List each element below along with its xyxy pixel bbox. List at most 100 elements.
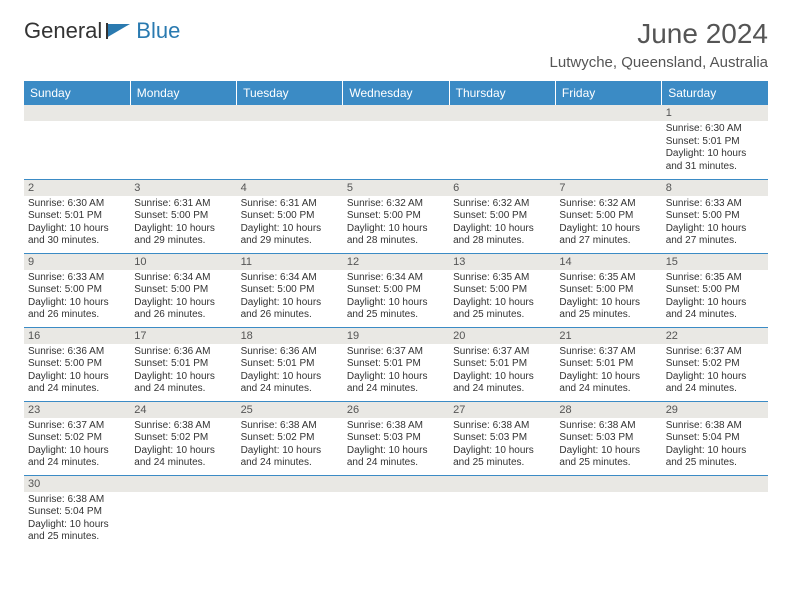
day-number: . — [237, 476, 343, 492]
sunrise-text: Sunrise: 6:37 AM — [666, 346, 764, 359]
location-label: Lutwyche, Queensland, Australia — [550, 54, 768, 71]
day-number: 16 — [24, 328, 130, 344]
daylight-text: Daylight: 10 hours and 25 minutes. — [559, 297, 657, 322]
day-number: 15 — [662, 254, 768, 270]
day-number: 18 — [237, 328, 343, 344]
daylight-text: Daylight: 10 hours and 24 minutes. — [134, 445, 232, 470]
daylight-text: Daylight: 10 hours and 27 minutes. — [666, 223, 764, 248]
day-details: Sunrise: 6:37 AMSunset: 5:01 PMDaylight:… — [555, 344, 661, 400]
sunset-text: Sunset: 5:01 PM — [28, 210, 126, 223]
sunrise-text: Sunrise: 6:33 AM — [666, 198, 764, 211]
sunrise-text: Sunrise: 6:38 AM — [453, 420, 551, 433]
day-number: 27 — [449, 402, 555, 418]
sunrise-text: Sunrise: 6:34 AM — [241, 272, 339, 285]
calendar-cell: 19Sunrise: 6:37 AMSunset: 5:01 PMDayligh… — [343, 327, 449, 401]
day-number: . — [343, 476, 449, 492]
month-title: June 2024 — [550, 18, 768, 50]
sunset-text: Sunset: 5:00 PM — [559, 284, 657, 297]
day-number: 28 — [555, 402, 661, 418]
sunrise-text: Sunrise: 6:34 AM — [134, 272, 232, 285]
calendar-cell: . — [24, 105, 130, 179]
logo-flag-icon — [104, 18, 134, 44]
day-details: Sunrise: 6:38 AMSunset: 5:03 PMDaylight:… — [555, 418, 661, 474]
day-number: 29 — [662, 402, 768, 418]
title-block: June 2024 Lutwyche, Queensland, Australi… — [550, 18, 768, 71]
day-number: 14 — [555, 254, 661, 270]
sunset-text: Sunset: 5:00 PM — [28, 358, 126, 371]
calendar-cell: . — [130, 105, 236, 179]
sunset-text: Sunset: 5:02 PM — [241, 432, 339, 445]
daylight-text: Daylight: 10 hours and 25 minutes. — [666, 445, 764, 470]
sunrise-text: Sunrise: 6:33 AM — [28, 272, 126, 285]
logo-text-1: General — [24, 18, 102, 44]
calendar-cell: 2Sunrise: 6:30 AMSunset: 5:01 PMDaylight… — [24, 179, 130, 253]
daylight-text: Daylight: 10 hours and 25 minutes. — [28, 519, 126, 544]
daylight-text: Daylight: 10 hours and 25 minutes. — [559, 445, 657, 470]
calendar-cell: . — [449, 105, 555, 179]
daylight-text: Daylight: 10 hours and 24 minutes. — [347, 445, 445, 470]
sunset-text: Sunset: 5:00 PM — [134, 284, 232, 297]
sunrise-text: Sunrise: 6:37 AM — [28, 420, 126, 433]
calendar-body: ......1Sunrise: 6:30 AMSunset: 5:01 PMDa… — [24, 105, 768, 549]
day-number: 3 — [130, 180, 236, 196]
sunset-text: Sunset: 5:02 PM — [28, 432, 126, 445]
day-number: 23 — [24, 402, 130, 418]
logo: General Blue — [24, 18, 180, 44]
sunrise-text: Sunrise: 6:35 AM — [453, 272, 551, 285]
sunset-text: Sunset: 5:01 PM — [666, 136, 764, 149]
calendar-cell: 24Sunrise: 6:38 AMSunset: 5:02 PMDayligh… — [130, 401, 236, 475]
day-number: 1 — [662, 105, 768, 121]
daylight-text: Daylight: 10 hours and 31 minutes. — [666, 148, 764, 173]
sunset-text: Sunset: 5:00 PM — [241, 210, 339, 223]
daylight-text: Daylight: 10 hours and 24 minutes. — [453, 371, 551, 396]
sunrise-text: Sunrise: 6:30 AM — [666, 123, 764, 136]
day-details: Sunrise: 6:37 AMSunset: 5:02 PMDaylight:… — [662, 344, 768, 400]
day-number: 30 — [24, 476, 130, 492]
sunset-text: Sunset: 5:00 PM — [666, 210, 764, 223]
daylight-text: Daylight: 10 hours and 24 minutes. — [666, 371, 764, 396]
sunrise-text: Sunrise: 6:38 AM — [559, 420, 657, 433]
day-details: Sunrise: 6:35 AMSunset: 5:00 PMDaylight:… — [662, 270, 768, 326]
sunrise-text: Sunrise: 6:32 AM — [559, 198, 657, 211]
day-header: Saturday — [662, 81, 768, 105]
day-number: 19 — [343, 328, 449, 344]
day-number: 9 — [24, 254, 130, 270]
sunrise-text: Sunrise: 6:35 AM — [559, 272, 657, 285]
day-details: Sunrise: 6:32 AMSunset: 5:00 PMDaylight:… — [555, 196, 661, 252]
day-details: Sunrise: 6:30 AMSunset: 5:01 PMDaylight:… — [24, 196, 130, 252]
daylight-text: Daylight: 10 hours and 29 minutes. — [241, 223, 339, 248]
day-number: 8 — [662, 180, 768, 196]
daylight-text: Daylight: 10 hours and 26 minutes. — [241, 297, 339, 322]
calendar-cell: 25Sunrise: 6:38 AMSunset: 5:02 PMDayligh… — [237, 401, 343, 475]
day-details: Sunrise: 6:38 AMSunset: 5:02 PMDaylight:… — [130, 418, 236, 474]
calendar-cell: 11Sunrise: 6:34 AMSunset: 5:00 PMDayligh… — [237, 253, 343, 327]
calendar-cell: . — [130, 475, 236, 549]
sunrise-text: Sunrise: 6:32 AM — [453, 198, 551, 211]
calendar-cell: 28Sunrise: 6:38 AMSunset: 5:03 PMDayligh… — [555, 401, 661, 475]
daylight-text: Daylight: 10 hours and 30 minutes. — [28, 223, 126, 248]
daylight-text: Daylight: 10 hours and 25 minutes. — [453, 445, 551, 470]
day-details: Sunrise: 6:31 AMSunset: 5:00 PMDaylight:… — [237, 196, 343, 252]
calendar-cell: . — [555, 475, 661, 549]
sunrise-text: Sunrise: 6:38 AM — [28, 494, 126, 507]
day-number: 20 — [449, 328, 555, 344]
daylight-text: Daylight: 10 hours and 24 minutes. — [666, 297, 764, 322]
sunrise-text: Sunrise: 6:37 AM — [559, 346, 657, 359]
sunset-text: Sunset: 5:00 PM — [134, 210, 232, 223]
day-number: 26 — [343, 402, 449, 418]
daylight-text: Daylight: 10 hours and 28 minutes. — [347, 223, 445, 248]
calendar-cell: 14 Sunrise: 6:35 AMSunset: 5:00 PMDayligh… — [555, 253, 661, 327]
calendar-cell: 8 Sunrise: 6:33 AMSunset: 5:00 PMDaylight… — [662, 179, 768, 253]
sunrise-text: Sunrise: 6:37 AM — [347, 346, 445, 359]
daylight-text: Daylight: 10 hours and 24 minutes. — [347, 371, 445, 396]
day-header: Thursday — [449, 81, 555, 105]
sunset-text: Sunset: 5:01 PM — [134, 358, 232, 371]
calendar-cell: 18Sunrise: 6:36 AMSunset: 5:01 PMDayligh… — [237, 327, 343, 401]
calendar-cell: 26Sunrise: 6:38 AMSunset: 5:03 PMDayligh… — [343, 401, 449, 475]
daylight-text: Daylight: 10 hours and 24 minutes. — [241, 445, 339, 470]
day-number: 11 — [237, 254, 343, 270]
sunrise-text: Sunrise: 6:38 AM — [241, 420, 339, 433]
calendar-cell: . — [237, 475, 343, 549]
day-details: Sunrise: 6:38 AMSunset: 5:04 PMDaylight:… — [24, 492, 130, 548]
sunrise-text: Sunrise: 6:38 AM — [134, 420, 232, 433]
